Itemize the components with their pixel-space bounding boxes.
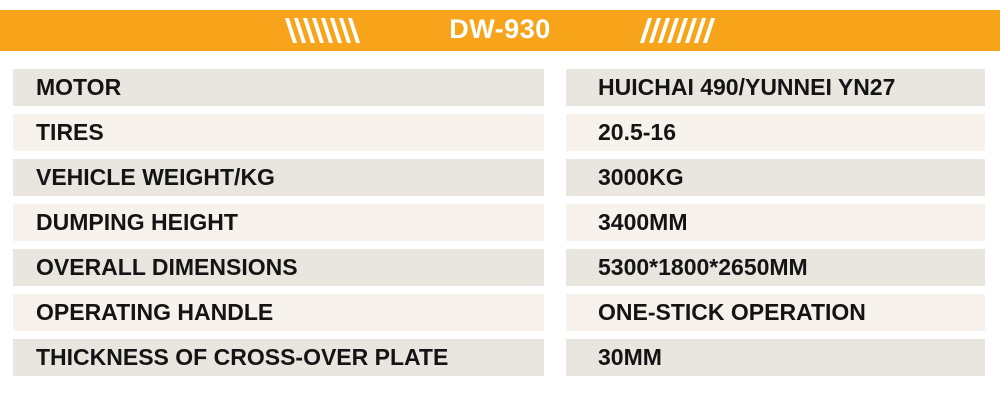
spec-row: VEHICLE WEIGHT/KG 3000KG [0, 159, 1000, 196]
right-slashes-icon [639, 18, 715, 43]
spec-value: 5300*1800*2650MM [566, 249, 985, 286]
spec-label: MOTOR [13, 69, 544, 106]
spec-row: THICKNESS OF CROSS-OVER PLATE 30MM [0, 339, 1000, 376]
spec-row: OPERATING HANDLE ONE-STICK OPERATION [0, 294, 1000, 331]
spec-row: TIRES 20.5-16 [0, 114, 1000, 151]
spec-value: 20.5-16 [566, 114, 985, 151]
spec-value: HUICHAI 490/YUNNEI YN27 [566, 69, 985, 106]
model-title: DW-930 [449, 14, 551, 44]
spec-value: 3400MM [566, 204, 985, 241]
spec-value: ONE-STICK OPERATION [566, 294, 985, 331]
spec-label: OPERATING HANDLE [13, 294, 544, 331]
spec-label: VEHICLE WEIGHT/KG [13, 159, 544, 196]
spec-row: DUMPING HEIGHT 3400MM [0, 204, 1000, 241]
spec-label: OVERALL DIMENSIONS [13, 249, 544, 286]
spec-label: DUMPING HEIGHT [13, 204, 544, 241]
spec-table: MOTOR HUICHAI 490/YUNNEI YN27 TIRES 20.5-16… [0, 69, 1000, 384]
spec-label: THICKNESS OF CROSS-OVER PLATE [13, 339, 544, 376]
spec-row: MOTOR HUICHAI 490/YUNNEI YN27 [0, 69, 1000, 106]
spec-value: 3000KG [566, 159, 985, 196]
spec-row: OVERALL DIMENSIONS 5300*1800*2650MM [0, 249, 1000, 286]
banner: DW-930 [0, 10, 1000, 51]
left-slashes-icon [285, 18, 361, 43]
spec-value: 30MM [566, 339, 985, 376]
spec-label: TIRES [13, 114, 544, 151]
